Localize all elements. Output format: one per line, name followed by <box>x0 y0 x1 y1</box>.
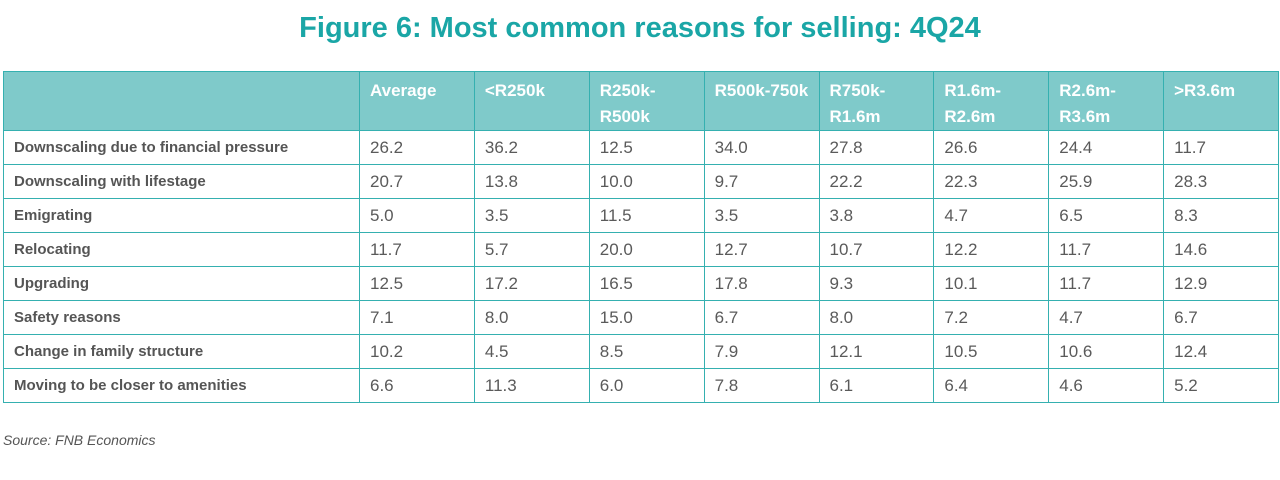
column-header: <R250k <box>473 71 590 131</box>
table-cell: 11.7 <box>1048 266 1165 301</box>
table-cell: 6.4 <box>933 368 1050 403</box>
table-row: Emigrating 5.0 3.5 11.5 3.5 3.8 4.7 6.5 8.3 <box>3 198 1279 233</box>
chart-title: Figure 6: Most common reasons for sellin… <box>299 12 981 44</box>
column-header: R2.6m-​R3.6m <box>1048 71 1165 131</box>
table-cell: 8.5 <box>588 334 705 369</box>
table-cell: 4.7 <box>933 198 1050 233</box>
table-cell: 28.3 <box>1163 164 1279 199</box>
table-cell: 10.2 <box>359 334 475 369</box>
table-cell: 14.6 <box>1163 232 1279 267</box>
table-cell: 6.7 <box>703 300 820 335</box>
table-cell: 25.9 <box>1048 164 1165 199</box>
table-cell: 17.8 <box>703 266 820 301</box>
source-note: Source: FNB Economics <box>3 432 156 448</box>
table-cell: 12.7 <box>703 232 820 267</box>
table-cell: 12.1 <box>818 334 935 369</box>
table-row: Downscaling due to financial pressure 26.… <box>3 130 1279 165</box>
table-cell: 12.5 <box>359 266 475 301</box>
table-cell: 34.0 <box>703 130 820 165</box>
table-cell: 12.9 <box>1163 266 1279 301</box>
table-cell: 20.7 <box>359 164 475 199</box>
table-cell: 8.0 <box>473 300 590 335</box>
table-cell: 11.5 <box>588 198 705 233</box>
table-cell: 36.2 <box>473 130 590 165</box>
row-label: Emigrating <box>3 198 360 233</box>
table-cell: 5.7 <box>473 232 590 267</box>
table-cell: 6.5 <box>1048 198 1165 233</box>
table-row: Moving to be closer to amenities 6.6 11.3 6… <box>3 368 1279 403</box>
column-header: R1.6m-​R2.6m <box>933 71 1050 131</box>
table-cell: 26.2 <box>359 130 475 165</box>
table-cell: 15.0 <box>588 300 705 335</box>
table-cell: 27.8 <box>818 130 935 165</box>
header-row: Average <R250k R250k-​R500k R500k-​750k R750… <box>3 71 1279 131</box>
table-cell: 9.3 <box>818 266 935 301</box>
table-cell: 26.6 <box>933 130 1050 165</box>
column-header: >R3.6m <box>1163 71 1279 131</box>
table-cell: 8.0 <box>818 300 935 335</box>
table-cell: 9.7 <box>703 164 820 199</box>
table-cell: 4.5 <box>473 334 590 369</box>
table-row: Change in family structure 10.2 4.5 8.5 7.9 1… <box>3 334 1279 369</box>
table-cell: 11.7 <box>1048 232 1165 267</box>
table-cell: 22.3 <box>933 164 1050 199</box>
column-header: R250k-​R500k <box>588 71 705 131</box>
table-cell: 7.1 <box>359 300 475 335</box>
table-cell: 10.5 <box>933 334 1050 369</box>
table-row: Relocating 11.7 5.7 20.0 12.7 10.7 12.2 11.7 14.… <box>3 232 1279 267</box>
table-row: Upgrading 12.5 17.2 16.5 17.8 9.3 10.1 11.7 12.9 <box>3 266 1279 301</box>
table-cell: 4.7 <box>1048 300 1165 335</box>
table-cell: 3.8 <box>818 198 935 233</box>
row-label: Downscaling due to financial pressure <box>3 130 360 165</box>
table-cell: 6.7 <box>1163 300 1279 335</box>
table-cell: 4.6 <box>1048 368 1165 403</box>
table-cell: 22.2 <box>818 164 935 199</box>
table-cell: 8.3 <box>1163 198 1279 233</box>
column-header: R500k-​750k <box>703 71 820 131</box>
table-cell: 11.3 <box>473 368 590 403</box>
table-cell: 10.1 <box>933 266 1050 301</box>
table-cell: 3.5 <box>473 198 590 233</box>
table-cell: 20.0 <box>588 232 705 267</box>
table-cell: 7.9 <box>703 334 820 369</box>
table-cell: 12.2 <box>933 232 1050 267</box>
table-cell: 7.8 <box>703 368 820 403</box>
table-cell: 6.1 <box>818 368 935 403</box>
table-row: Downscaling with lifestage 20.7 13.8 10.0 9.… <box>3 164 1279 199</box>
table-cell: 6.6 <box>359 368 475 403</box>
table-cell: 5.0 <box>359 198 475 233</box>
column-header: Average <box>359 71 475 131</box>
table-cell: 10.0 <box>588 164 705 199</box>
header-corner <box>3 71 360 131</box>
table-cell: 5.2 <box>1163 368 1279 403</box>
table-cell: 10.7 <box>818 232 935 267</box>
column-header: R750k-​R1.6m <box>818 71 935 131</box>
table-cell: 3.5 <box>703 198 820 233</box>
row-label: Upgrading <box>3 266 360 301</box>
table-cell: 12.5 <box>588 130 705 165</box>
table-cell: 17.2 <box>473 266 590 301</box>
reasons-table: Average <R250k R250k-​R500k R500k-​750k R750… <box>3 71 1279 403</box>
table-cell: 7.2 <box>933 300 1050 335</box>
table-row: Safety reasons 7.1 8.0 15.0 6.7 8.0 7.2 4.7 6.7 <box>3 300 1279 335</box>
table-cell: 16.5 <box>588 266 705 301</box>
row-label: Change in family structure <box>3 334 360 369</box>
table-cell: 12.4 <box>1163 334 1279 369</box>
table-cell: 11.7 <box>1163 130 1279 165</box>
row-label: Relocating <box>3 232 360 267</box>
table-cell: 11.7 <box>359 232 475 267</box>
row-label: Safety reasons <box>3 300 360 335</box>
row-label: Downscaling with lifestage <box>3 164 360 199</box>
table-cell: 6.0 <box>588 368 705 403</box>
table-cell: 13.8 <box>473 164 590 199</box>
row-label: Moving to be closer to amenities <box>3 368 360 403</box>
table-cell: 24.4 <box>1048 130 1165 165</box>
table-cell: 10.6 <box>1048 334 1165 369</box>
